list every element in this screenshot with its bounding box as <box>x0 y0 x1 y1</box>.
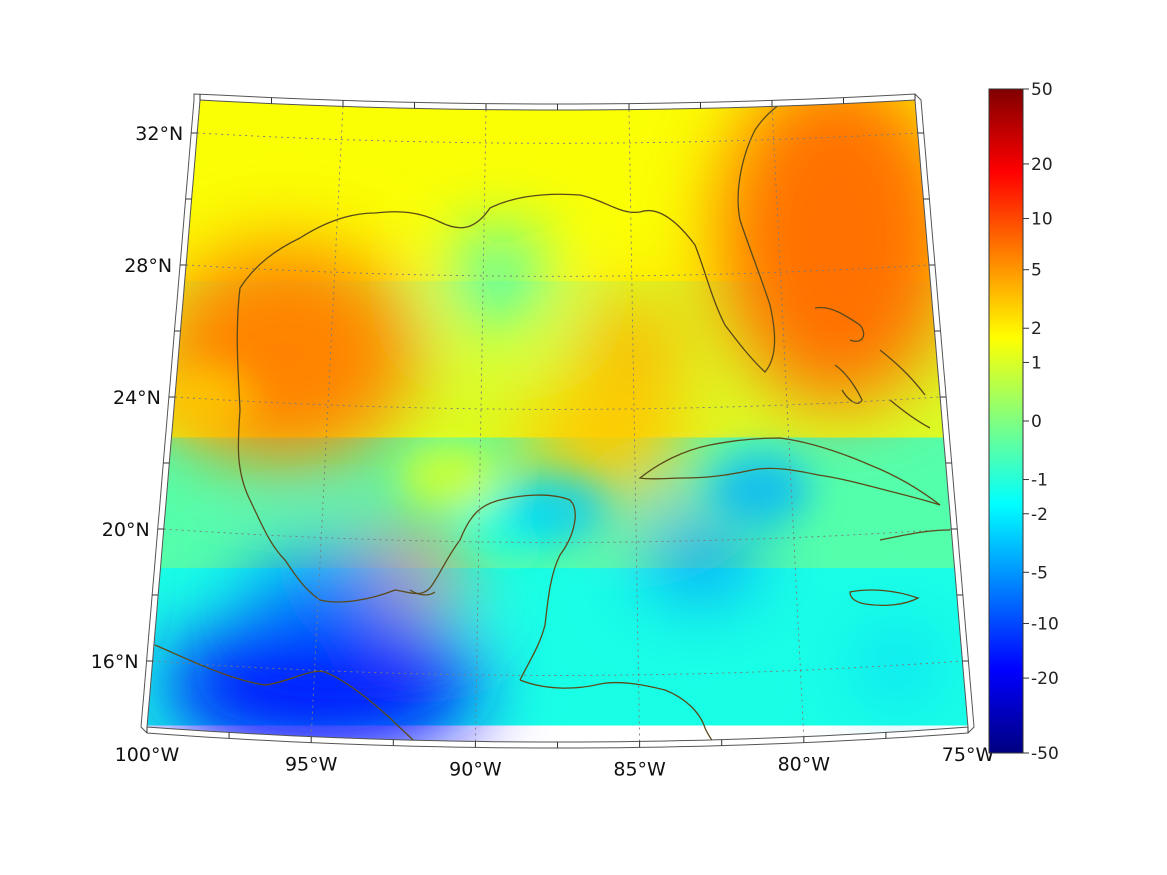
lon-tick-label: 85°W <box>613 758 666 780</box>
coastline-mexico-west <box>236 287 576 681</box>
lon-tick-label: 90°W <box>449 758 502 780</box>
coastline-jamaica <box>849 589 920 606</box>
colorbar-tick-label: -20 <box>1031 669 1059 689</box>
field-feature <box>244 553 425 623</box>
colorbar-tick-label: 50 <box>1031 80 1053 100</box>
graticule <box>147 100 968 742</box>
coastline-bahamas-3 <box>879 349 926 396</box>
field-band <box>147 594 968 622</box>
field-feature <box>513 382 694 503</box>
colorbar-tick-label: 10 <box>1031 210 1053 230</box>
colorbar-tick-label: 0 <box>1031 412 1042 432</box>
colorbar-tick-label: 2 <box>1031 319 1042 339</box>
field-feature <box>160 617 481 742</box>
colorbar-tick-label: -1 <box>1031 471 1048 491</box>
coastline-honduras <box>519 679 716 742</box>
field-feature <box>588 294 678 404</box>
field-texture <box>507 474 608 545</box>
coastline-central-america <box>154 644 416 742</box>
field-band <box>147 567 968 596</box>
lat-tick-label: 28°N <box>124 255 172 277</box>
colorbar-tick-label: 1 <box>1031 354 1042 374</box>
coastline-bahamas-2 <box>834 364 863 404</box>
lat-tick-label: 32°N <box>135 123 183 145</box>
field-texture <box>398 439 499 510</box>
coastline-bahamas-1 <box>814 306 865 342</box>
coastline-yucatan-islands <box>409 589 436 596</box>
lon-tick-label: 95°W <box>285 754 338 776</box>
lat-tick-label: 20°N <box>102 519 150 541</box>
field-feature <box>644 517 755 598</box>
colorbar-bar <box>988 88 1024 754</box>
colorbar-tick-label: -50 <box>1031 744 1059 764</box>
lat-tick-label: 24°N <box>113 387 161 409</box>
colorbar-tick-label: -5 <box>1031 563 1048 583</box>
field-feature <box>717 100 958 407</box>
colorbar-tick-label: -10 <box>1031 615 1059 635</box>
lat-tick-label: 16°N <box>91 651 139 673</box>
axis-labels: 100°W 95°W 90°W 85°W 80°W 75°W 32°N 28°N 24°N 20°… <box>91 123 995 780</box>
coastline-hispaniola <box>879 529 951 541</box>
coastline-cuba <box>638 437 941 506</box>
coastline-gulf <box>239 100 786 373</box>
lon-tick-label: 80°W <box>778 754 831 776</box>
parallel <box>186 264 929 277</box>
field-blobs-soft <box>155 363 811 561</box>
coastlines <box>154 100 951 742</box>
parallel <box>174 396 941 410</box>
field-texture <box>710 454 811 524</box>
lon-tick-label: 75°W <box>942 744 995 766</box>
parallel <box>197 132 918 144</box>
colorbar-tick-label: 20 <box>1031 155 1053 175</box>
data-field <box>147 100 968 742</box>
coastline-bahamas-4 <box>889 399 931 429</box>
colorbar-tick-label: -2 <box>1031 505 1048 525</box>
field-band <box>147 541 968 569</box>
map-ticks <box>146 94 969 748</box>
colorbar-tick-label: 5 <box>1031 261 1042 281</box>
lon-tick-label: 100°W <box>115 744 180 766</box>
